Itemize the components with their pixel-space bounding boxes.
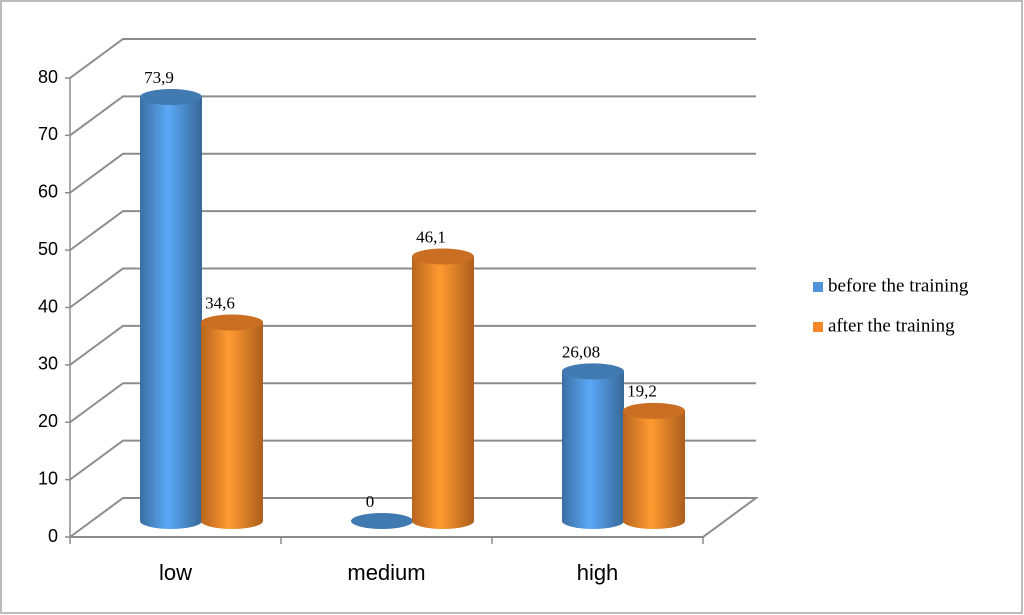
- value-label: 73,9: [144, 68, 174, 87]
- y-tick-label: 40: [38, 296, 58, 316]
- cylinder-top: [201, 314, 263, 331]
- value-label: 0: [366, 492, 375, 511]
- cylinder-top: [412, 248, 474, 265]
- plot: 0 10 20 30 40 50 60 70 80 low 73,9 34,6 medium 0 46,1 h…: [38, 38, 969, 585]
- legend-swatch: [813, 322, 823, 332]
- value-label: 19,2: [627, 382, 657, 401]
- grid-line: [69, 267, 756, 309]
- grid-line: [69, 324, 756, 366]
- cylinder-top: [140, 88, 202, 105]
- x-tick-label: low: [159, 560, 192, 585]
- y-tick-label: 70: [38, 124, 58, 144]
- cylinder-top: [623, 402, 685, 419]
- y-tick-label: 50: [38, 239, 58, 259]
- legend-label: before the training: [828, 275, 969, 296]
- y-tick-label: 60: [38, 182, 58, 202]
- grid-line: [69, 439, 756, 481]
- y-tick-label: 20: [38, 411, 58, 431]
- value-label: 26,08: [562, 342, 600, 361]
- x-tick-label: medium: [347, 560, 425, 585]
- legend-label: after the training: [828, 315, 955, 336]
- grid-line: [69, 38, 756, 79]
- cylinder-body: [412, 256, 474, 529]
- value-label: 34,6: [205, 293, 235, 312]
- grid-line: [69, 210, 756, 251]
- y-tick-label: 80: [38, 67, 58, 87]
- grid-line: [69, 95, 756, 137]
- cylinder-body: [623, 410, 685, 529]
- cylinder-body: [140, 96, 202, 529]
- y-tick-label: 0: [48, 526, 58, 546]
- y-tick-label: 30: [38, 354, 58, 374]
- cylinder-top: [351, 513, 413, 529]
- value-label: 46,1: [416, 227, 446, 246]
- legend-swatch: [813, 282, 823, 292]
- grid-line: [69, 152, 756, 194]
- y-tick-label: 10: [38, 468, 58, 488]
- cylinder-top: [562, 363, 624, 380]
- cylinder-body: [201, 322, 263, 529]
- x-tick-label: high: [577, 560, 619, 585]
- grid-line: [69, 382, 756, 424]
- cylinder-body: [562, 371, 624, 529]
